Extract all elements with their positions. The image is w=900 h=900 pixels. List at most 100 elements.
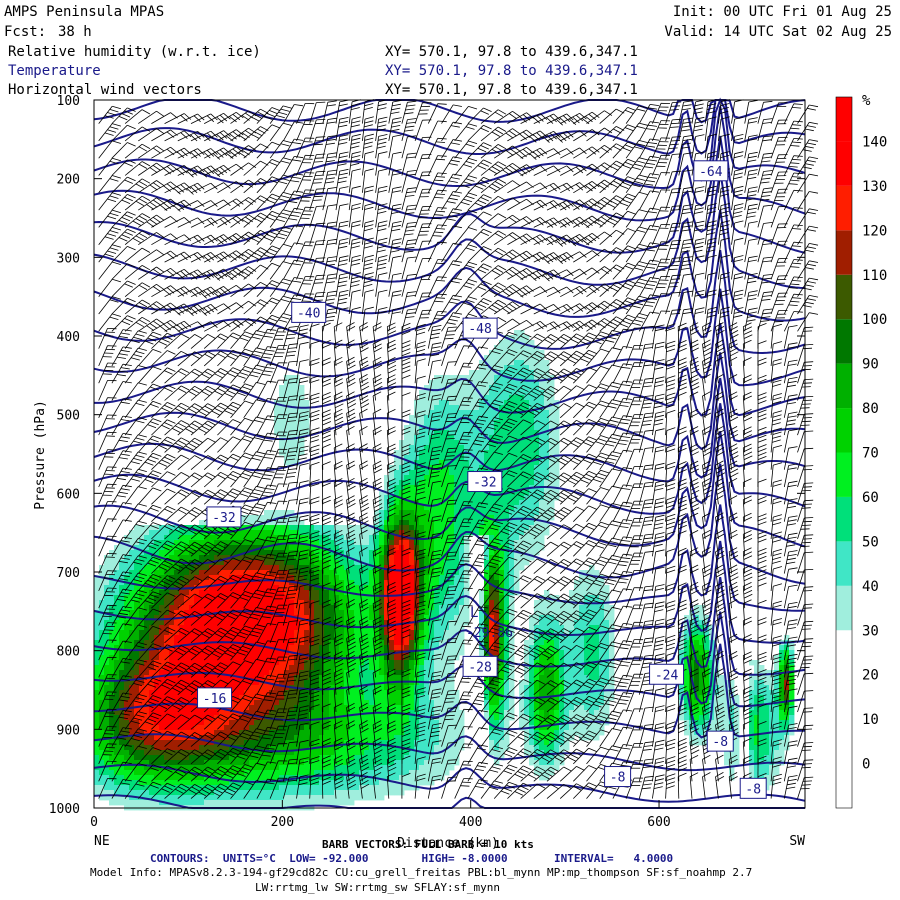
wind-barb-feather	[563, 333, 572, 339]
wind-barb-feather	[197, 269, 205, 277]
wind-barb-feather	[474, 699, 484, 702]
wind-barb-feather	[334, 443, 343, 449]
wind-barb-feather	[448, 180, 458, 183]
wind-barb-feather	[448, 707, 458, 709]
wind-barb-feather	[137, 780, 147, 784]
wind-barb-feather	[477, 505, 486, 508]
wind-barb-feather	[310, 721, 320, 726]
wind-barb-feather	[122, 692, 132, 695]
wind-barb-feather	[191, 561, 200, 567]
wind-barb-feather	[539, 147, 548, 155]
wind-barb-feather	[339, 238, 349, 241]
wind-barb-feather	[207, 593, 216, 599]
wind-barb-feather	[251, 596, 261, 600]
wind-barb-feather	[372, 374, 382, 379]
wind-barb-feather	[244, 504, 254, 509]
wind-barb-feather	[401, 365, 411, 370]
wind-barb-feather	[204, 786, 213, 792]
wind-barb-feather	[137, 365, 147, 369]
wind-barb-feather	[460, 201, 470, 206]
wind-barb	[480, 572, 495, 592]
wind-barb-feather	[350, 159, 360, 162]
wind-barb-feather	[322, 659, 331, 664]
wind-barb-feather	[286, 333, 297, 336]
wind-barb-feather	[167, 350, 176, 355]
wind-barb-feather	[338, 124, 348, 128]
wind-barb-feather	[533, 595, 543, 601]
wind-barb-feather	[183, 217, 192, 224]
wind-barb-feather	[248, 283, 257, 290]
wind-barb-feather	[124, 110, 133, 115]
wind-barb-feather	[523, 436, 532, 442]
wind-barb-feather	[322, 759, 331, 764]
wind-barb-feather	[138, 284, 148, 290]
wind-barb-feather	[210, 286, 218, 294]
wind-barb-feather	[480, 231, 489, 236]
wind-barb-feather	[322, 668, 331, 674]
wind-barb-feather	[286, 420, 297, 422]
wind-barb-feather	[150, 698, 159, 702]
temperature-contour-line	[93, 577, 806, 676]
wind-barb-feather	[392, 221, 402, 224]
wind-barb	[560, 130, 580, 142]
wind-barb-feather	[227, 736, 236, 741]
wind-barb-feather	[325, 298, 335, 301]
wind-barb-feather	[536, 454, 546, 460]
wind-barb-feather	[494, 365, 504, 369]
wind-barb-feather	[310, 742, 320, 747]
wind-barb	[388, 274, 394, 297]
wind-barb-feather	[147, 424, 157, 429]
wind-barb-feather	[401, 374, 411, 379]
wind-barb-feather	[376, 249, 386, 253]
wind-barb-feather	[265, 730, 275, 733]
wind-barb-feather	[387, 347, 397, 353]
wind-barb-feather	[517, 407, 526, 413]
wind-barb-feather	[322, 634, 331, 639]
wind-barb-feather	[387, 620, 396, 626]
wind-barb-feather	[116, 616, 126, 619]
wind-barb-feather	[430, 557, 440, 561]
wind-barb	[111, 381, 124, 401]
wind-barb-feather	[327, 204, 337, 207]
wind-barb-feather	[359, 374, 368, 380]
wind-barb	[480, 451, 495, 470]
wind-barb-feather	[563, 680, 572, 686]
wind-barb-feather	[244, 642, 254, 647]
wind-barb-feather	[144, 582, 154, 587]
wind-barb-feather	[267, 519, 277, 522]
wind-barb-feather	[180, 385, 190, 391]
wind-barb-feather	[520, 577, 529, 583]
wind-barb-feather	[334, 703, 343, 708]
wind-barb-feather	[254, 252, 263, 258]
wind-barb-feather	[483, 280, 492, 286]
wind-barb-feather	[310, 531, 320, 535]
wind-barb-feather	[194, 559, 203, 565]
wind-barb-feather	[359, 689, 369, 695]
wind-barb-feather	[313, 299, 323, 301]
wind-barb-feather	[232, 696, 242, 701]
wind-barb-feather	[461, 625, 472, 628]
wind-barb-feather	[503, 649, 513, 654]
wind-barb-feather	[138, 267, 148, 273]
wind-barb-feather	[483, 107, 492, 112]
wind-barb-feather	[263, 115, 273, 120]
wind-barb-feather	[280, 229, 290, 233]
wind-barb-feather	[373, 606, 383, 612]
wind-barb-feather	[177, 526, 187, 532]
wind-barb-feather	[372, 356, 382, 362]
wind-barb-feather	[392, 255, 402, 259]
wind-barb-feather	[310, 375, 320, 379]
wind-barb-feather	[210, 200, 218, 207]
wind-barb	[177, 455, 195, 471]
wind-barb	[507, 696, 524, 713]
wind-barb-feather	[289, 481, 299, 484]
wind-barb-feather	[448, 620, 458, 623]
wind-barb-feather	[544, 356, 553, 362]
wind-barb-feather	[372, 737, 382, 743]
wind-barb-feather	[327, 273, 337, 276]
wind-barb-feather	[253, 714, 263, 717]
wind-barb-feather	[177, 422, 187, 428]
wind-barb	[441, 604, 449, 626]
wind-barb-feather	[347, 364, 356, 370]
wind-barb-feather	[553, 321, 561, 329]
